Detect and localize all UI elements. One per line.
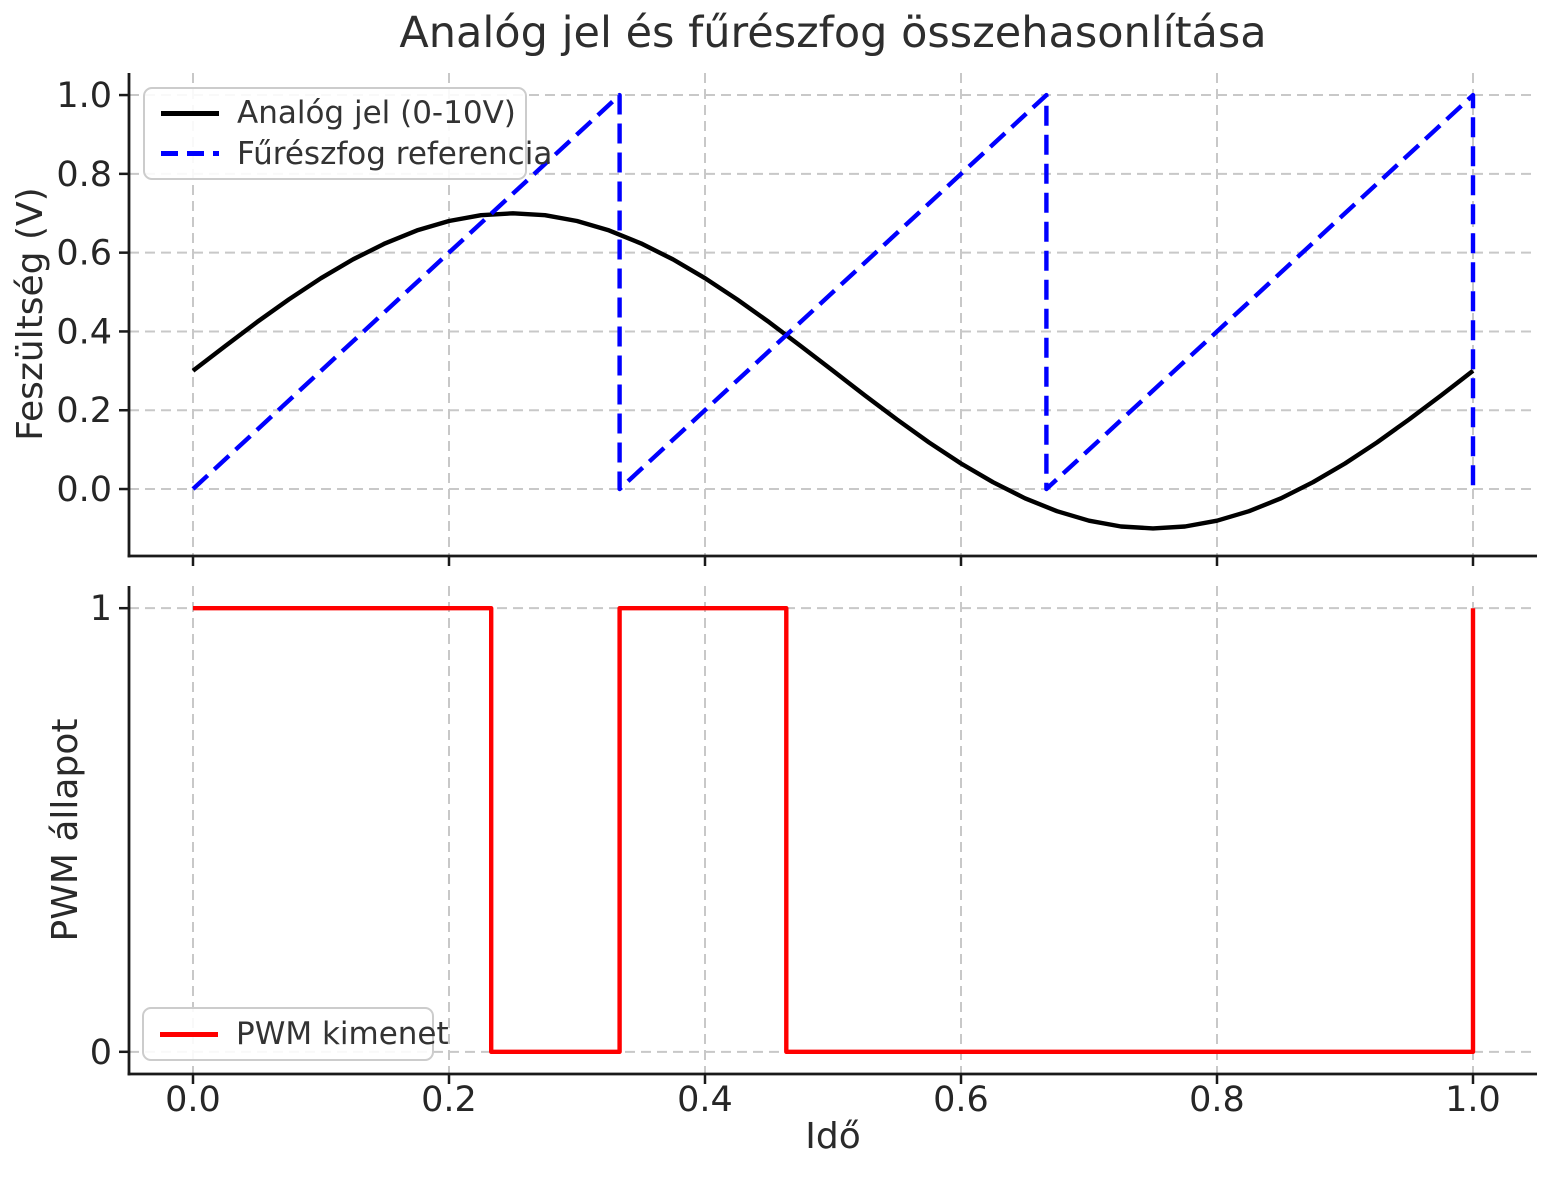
legend-entry-sawtooth: Fűrészfog referencia xyxy=(161,136,552,172)
analog-line-sample xyxy=(161,110,219,116)
legend-label-analog: Analóg jel (0-10V) xyxy=(237,95,516,132)
sawtooth-line-sample xyxy=(161,151,219,157)
legend-label-pwm: PWM kimenet xyxy=(236,1016,449,1052)
svg-text:0.6: 0.6 xyxy=(933,1080,989,1120)
svg-text:0.2: 0.2 xyxy=(56,391,112,431)
svg-text:0.6: 0.6 xyxy=(56,234,112,274)
legend-entry-analog: Analóg jel (0-10V) xyxy=(161,95,516,131)
svg-text:1.0: 1.0 xyxy=(1445,1080,1501,1120)
legend-bottom: PWM kimenet xyxy=(142,1007,449,1061)
svg-text:0.8: 0.8 xyxy=(56,155,112,195)
pwm-y-axis-label: PWM állapot xyxy=(45,718,86,942)
voltage-y-axis-label: Feszültség (V) xyxy=(10,187,51,441)
svg-text:0.4: 0.4 xyxy=(677,1080,733,1120)
svg-text:1.0: 1.0 xyxy=(56,76,112,116)
x-axis-label: Idő xyxy=(805,1116,861,1157)
figure-title: Analóg jel és fűrészfog összehasonlítása xyxy=(399,8,1267,58)
svg-text:0: 0 xyxy=(90,1033,112,1073)
svg-text:0.8: 0.8 xyxy=(1189,1080,1245,1120)
legend-label-sawtooth: Fűrészfog referencia xyxy=(237,135,553,172)
legend-top: Analóg jel (0-10V) Fűrészfog referencia xyxy=(143,87,552,180)
svg-text:0.0: 0.0 xyxy=(165,1080,221,1120)
svg-text:0.0: 0.0 xyxy=(56,470,112,510)
pwm-line-sample xyxy=(160,1031,218,1037)
svg-text:1: 1 xyxy=(90,589,112,629)
legend-entry-pwm: PWM kimenet xyxy=(160,1016,449,1052)
svg-text:0.2: 0.2 xyxy=(421,1080,477,1120)
svg-text:0.4: 0.4 xyxy=(56,312,112,352)
